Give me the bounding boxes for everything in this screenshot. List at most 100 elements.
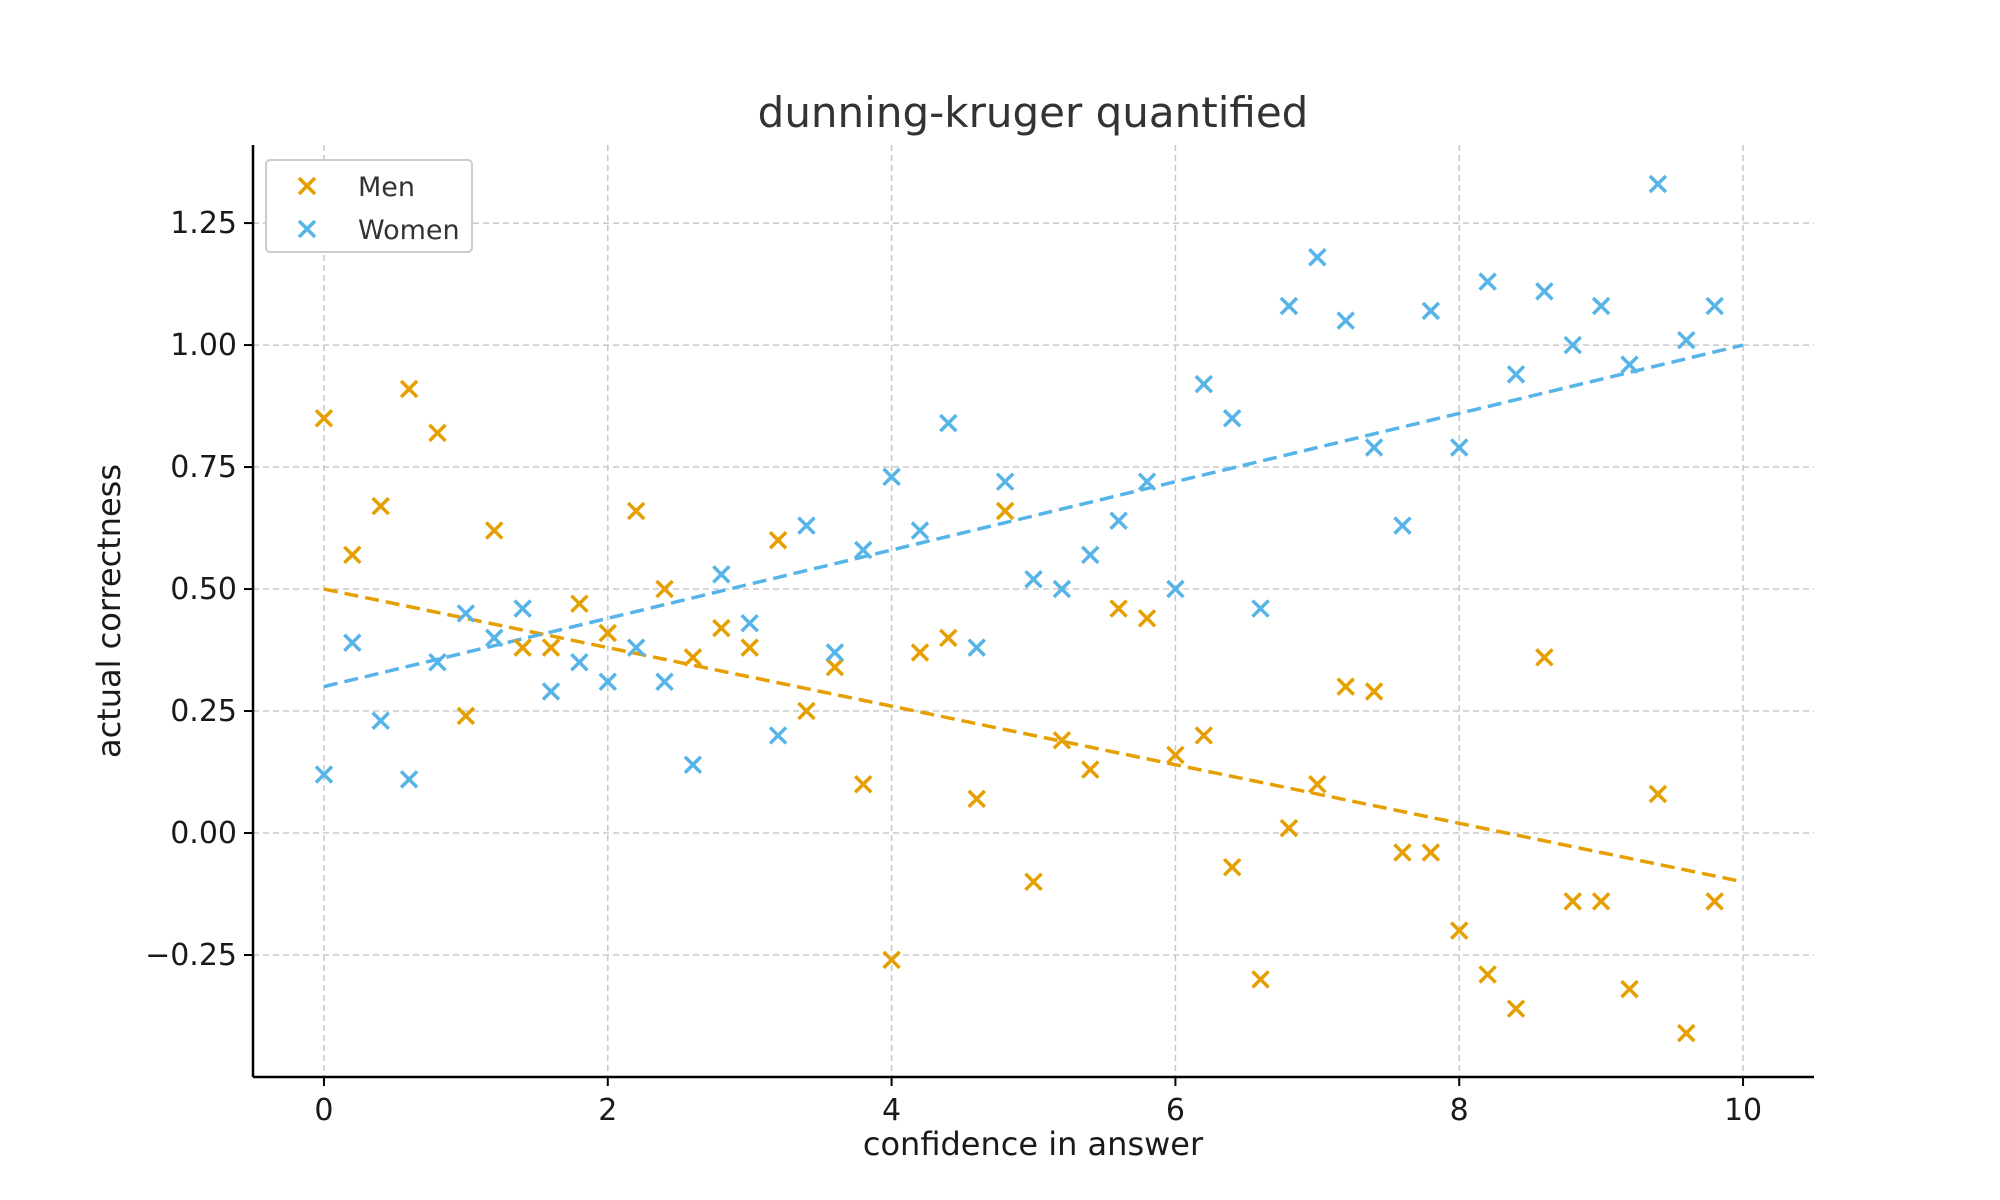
men-point <box>1279 818 1299 838</box>
y-tick-label: 0.75 <box>170 450 237 485</box>
men-point <box>1081 760 1100 779</box>
legend-label-women: Women <box>358 215 460 246</box>
men-point <box>768 531 788 550</box>
women-point <box>1279 296 1299 316</box>
trend-lines <box>323 343 1744 884</box>
legend-box <box>265 159 473 253</box>
men-point <box>1336 677 1355 696</box>
men-point <box>939 628 958 648</box>
men-point <box>1535 648 1554 667</box>
men-point <box>1591 892 1611 911</box>
men-point <box>456 706 476 726</box>
women-point <box>1364 438 1384 457</box>
legend-marker-men <box>297 176 317 196</box>
men-point <box>683 648 703 667</box>
women-point <box>371 711 390 731</box>
x-tick-label: 4 <box>882 1093 901 1128</box>
men-point <box>485 521 504 540</box>
men-point <box>910 643 930 662</box>
women-point <box>882 467 901 487</box>
y-tick-label: 1.25 <box>170 206 237 241</box>
women-point <box>1251 599 1270 618</box>
men-point <box>712 618 731 638</box>
women-point <box>1620 355 1639 374</box>
axes <box>244 145 1814 1086</box>
women-point <box>853 540 873 560</box>
men-point <box>1449 921 1469 940</box>
women-point <box>655 672 674 691</box>
women-point <box>1194 374 1214 394</box>
y-tick-label: −0.25 <box>145 938 237 973</box>
men-point <box>1478 965 1497 984</box>
legend-item-men: Men <box>297 172 415 203</box>
men-point <box>598 623 618 643</box>
women-point <box>1535 282 1554 301</box>
women-point <box>1648 174 1668 194</box>
women-point <box>1222 409 1242 428</box>
women-point <box>456 604 476 623</box>
men-point <box>797 701 816 721</box>
men-point <box>1648 784 1668 804</box>
grid-lines <box>253 145 1814 1077</box>
men-point <box>314 409 334 428</box>
women-point <box>797 516 816 535</box>
men-point <box>1563 892 1582 911</box>
y-axis-title: actual correctness <box>90 464 128 758</box>
men-point <box>343 545 362 565</box>
women-point <box>1081 545 1100 565</box>
women-point <box>1109 511 1128 530</box>
men-point <box>1393 843 1412 862</box>
women-point <box>1024 570 1043 589</box>
men-point <box>967 789 986 809</box>
chart-title: dunning-kruger quantified <box>758 88 1309 137</box>
legend: Men Women <box>265 159 473 253</box>
legend-item-women: Women <box>297 215 460 246</box>
women-point <box>399 770 419 789</box>
women-point <box>598 672 618 691</box>
men-point <box>882 950 901 970</box>
men-point <box>1109 599 1128 618</box>
women-point <box>1421 301 1441 321</box>
women-trend-line <box>323 343 1744 689</box>
men-point <box>853 774 873 794</box>
men-point <box>825 657 845 677</box>
men-point <box>1506 999 1526 1018</box>
men-point <box>995 501 1015 521</box>
y-tick-label: 0.00 <box>170 816 237 851</box>
women-point <box>939 413 958 433</box>
women-point <box>995 472 1015 491</box>
women-point <box>910 521 930 540</box>
men-point <box>1194 726 1214 745</box>
men-point <box>1308 774 1327 794</box>
men-point <box>428 423 447 443</box>
x-tick-label: 2 <box>598 1093 617 1128</box>
women-point <box>343 633 362 652</box>
x-tick-label: 0 <box>314 1093 333 1128</box>
men-point <box>1421 843 1441 862</box>
data-points <box>314 174 1724 1043</box>
men-point <box>371 496 390 516</box>
men-point <box>1137 609 1157 628</box>
men-point <box>570 594 589 613</box>
women-point <box>1166 579 1185 599</box>
x-tick-label: 8 <box>1450 1093 1469 1128</box>
women-point <box>825 643 845 662</box>
women-point <box>314 765 334 784</box>
men-point <box>1024 872 1043 892</box>
men-point <box>513 638 532 657</box>
women-point <box>1591 296 1611 316</box>
women-point <box>683 755 703 774</box>
women-point <box>626 638 646 657</box>
women-point <box>1506 365 1526 384</box>
women-point <box>1478 272 1497 291</box>
men-point <box>1222 857 1242 877</box>
men-point <box>626 501 646 521</box>
women-point <box>740 613 759 633</box>
women-point <box>768 726 788 745</box>
x-tick-label: 10 <box>1724 1093 1762 1128</box>
men-point <box>1677 1023 1696 1043</box>
women-point <box>513 599 532 618</box>
men-point <box>1705 892 1724 911</box>
women-point <box>1393 516 1412 535</box>
